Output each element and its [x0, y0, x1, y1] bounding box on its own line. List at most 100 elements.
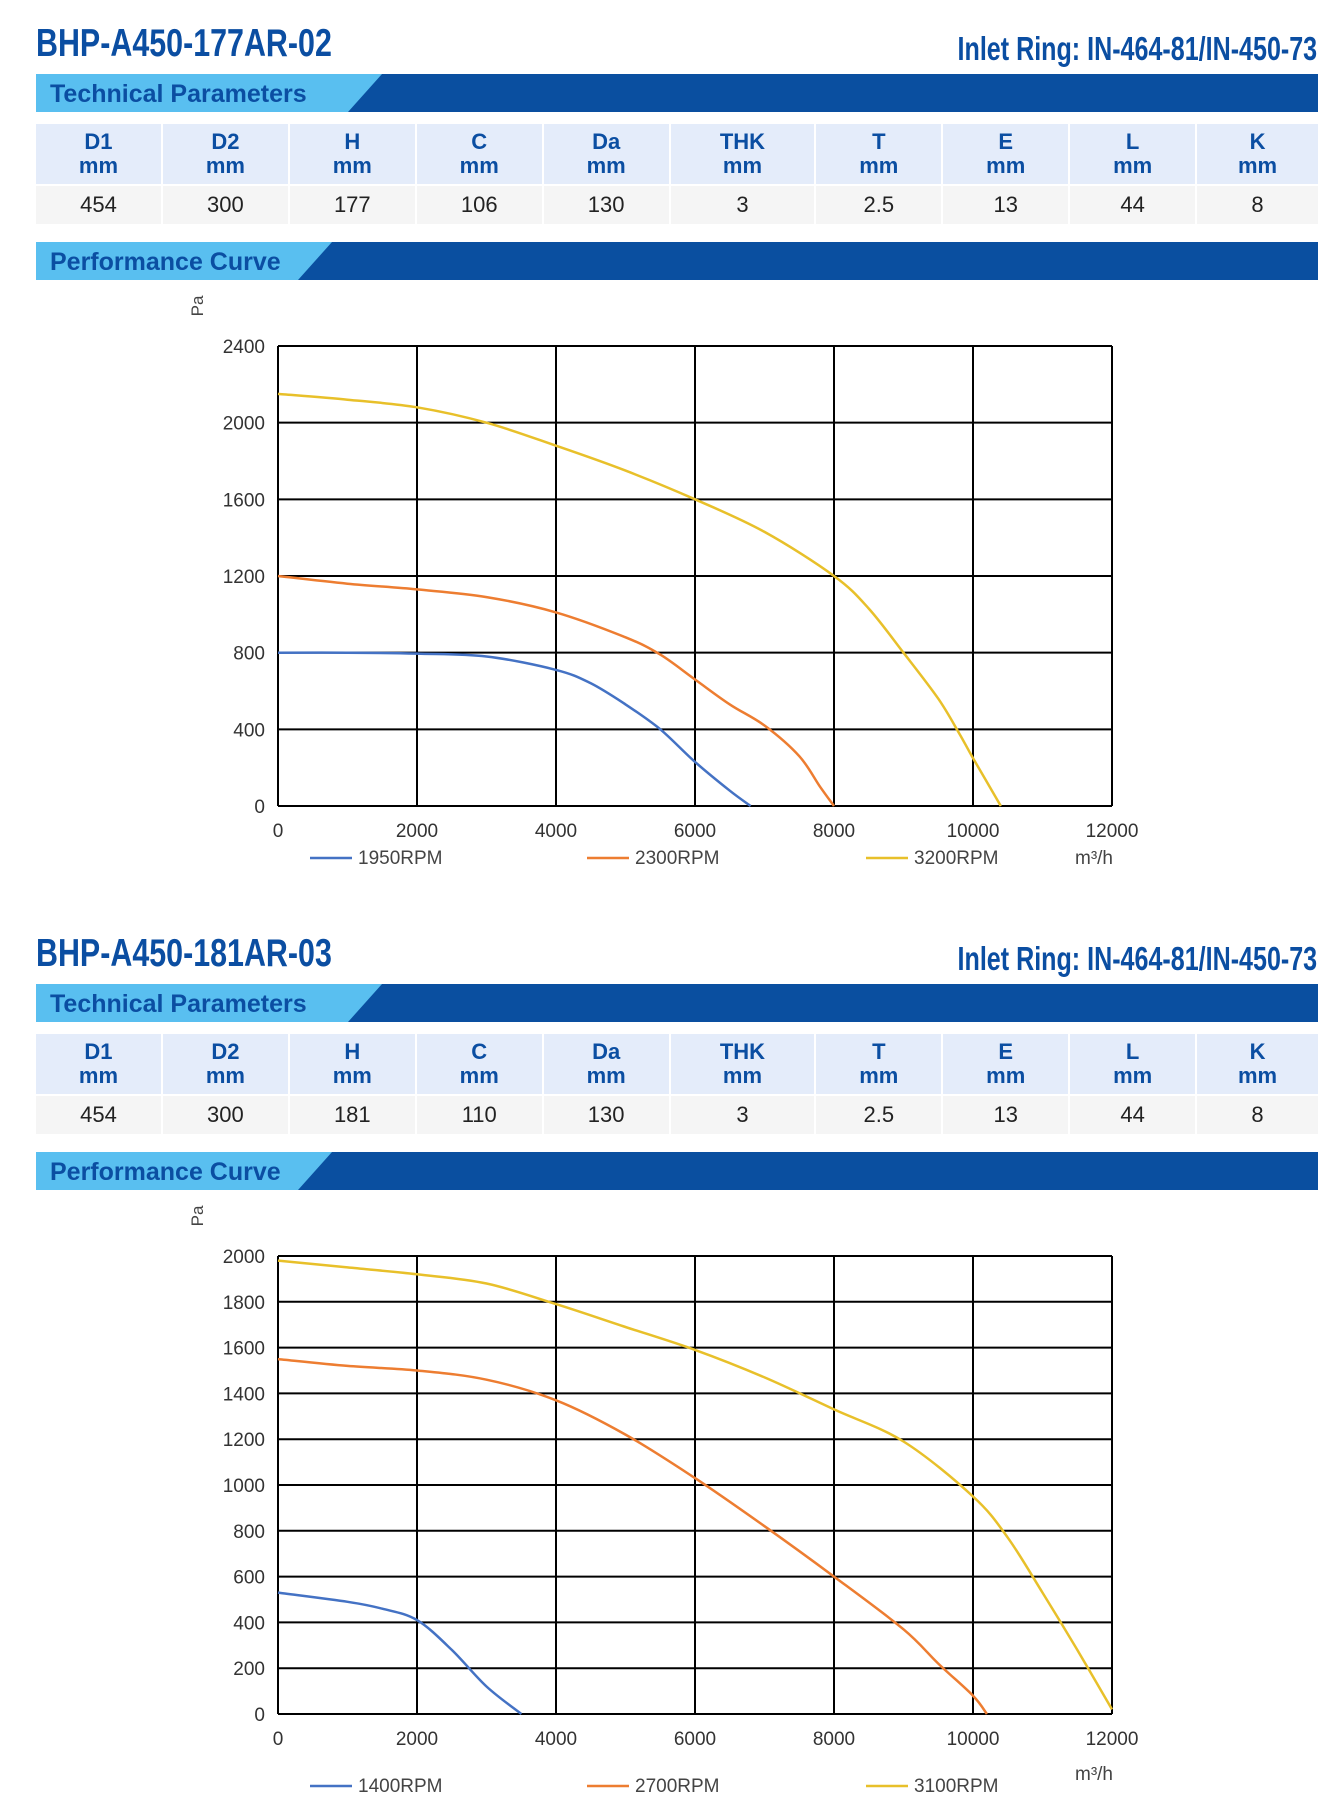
performance-chart-2: Pa 0 200 400 600 800 1000 1200 1400 1600 1800 2000 0…	[0, 1194, 1341, 1814]
x-tick-label: 8000	[813, 1729, 855, 1750]
legend-label: 1400RPM	[358, 1776, 443, 1797]
param-value: 2.5	[816, 1094, 944, 1134]
series-line-3200RPM	[277, 392, 1002, 807]
param-value: 110	[416, 1094, 544, 1134]
y-tick-label: 1800	[223, 1293, 265, 1314]
param-header: Da mm	[543, 124, 671, 184]
x-tick-label: 4000	[535, 1729, 577, 1750]
x-axis-unit: m³/h	[1075, 848, 1113, 869]
product-section-2: BHP-A450-181AR-03 Inlet Ring: IN-464-81/…	[0, 910, 1341, 1810]
x-tick-label: 2000	[396, 1729, 438, 1750]
param-header: D2 mm	[162, 124, 290, 184]
param-value: 454	[36, 1094, 163, 1134]
x-tick-label: 12000	[1086, 821, 1139, 842]
y-tick-label: 800	[233, 1522, 265, 1543]
y-tick-label: 1000	[223, 1476, 265, 1497]
technical-parameters-banner: Technical Parameters	[36, 984, 1318, 1022]
y-tick-label: 1200	[223, 567, 265, 588]
y-tick-label: 600	[233, 1568, 265, 1589]
y-axis-label: Pa	[188, 1205, 207, 1226]
y-tick-label: 800	[233, 644, 265, 665]
param-value: 300	[162, 184, 290, 224]
performance-chart-svg: Pa 0 200 400 600 800 1000 1200 1400 1600 1800 2000 0…	[188, 1205, 1139, 1797]
x-tick-label: 6000	[674, 1729, 716, 1750]
series-line-2300RPM	[277, 574, 836, 807]
param-value: 44	[1070, 184, 1198, 224]
param-header: Da mm	[543, 1034, 671, 1094]
product-section-1: BHP-A450-177AR-02 Inlet Ring: IN-464-81/…	[0, 0, 1341, 900]
performance-chart-1: Pa 0 400 800 1200 1600 2000 2400 0 2000 4000 6000 80…	[0, 284, 1341, 884]
performance-curve-title: Performance Curve	[50, 248, 281, 276]
param-value: 300	[162, 1094, 290, 1134]
y-tick-label: 400	[233, 1613, 265, 1634]
model-title: BHP-A450-181AR-03	[36, 932, 332, 975]
legend-label: 3100RPM	[914, 1776, 999, 1797]
inlet-ring-label: Inlet Ring: IN-464-81/IN-450-73	[957, 30, 1317, 67]
inlet-ring-label: Inlet Ring: IN-464-81/IN-450-73	[957, 940, 1317, 977]
y-tick-label: 0	[254, 797, 265, 818]
parameters-value-row: 454 300 177 106 130 3 2.5 13 44 8	[36, 184, 1318, 224]
param-header: D2 mm	[162, 1034, 290, 1094]
y-tick-label: 1600	[223, 1339, 265, 1360]
performance-curve-title: Performance Curve	[50, 1158, 281, 1186]
technical-parameters-title: Technical Parameters	[50, 990, 307, 1018]
x-tick-label: 6000	[674, 821, 716, 842]
y-tick-label: 2000	[223, 1247, 265, 1268]
y-tick-label: 1600	[223, 490, 265, 511]
param-value: 13	[943, 184, 1071, 224]
param-value: 106	[416, 184, 544, 224]
performance-chart-svg: Pa 0 400 800 1200 1600 2000 2400 0 2000 4000 6000 80…	[188, 295, 1139, 869]
param-value: 3	[670, 184, 817, 224]
x-tick-label: 2000	[396, 821, 438, 842]
legend-label: 3200RPM	[914, 848, 999, 869]
series-line-1400RPM	[277, 1591, 523, 1715]
param-header: THK mm	[670, 1034, 817, 1094]
technical-parameters-title: Technical Parameters	[50, 80, 307, 108]
param-value: 177	[289, 184, 417, 224]
param-header: D1 mm	[36, 1034, 163, 1094]
x-tick-label: 8000	[813, 821, 855, 842]
x-tick-label: 10000	[947, 821, 1000, 842]
series-line-3100RPM	[277, 1259, 1114, 1711]
y-tick-label: 1200	[223, 1430, 265, 1451]
performance-curve-banner: Performance Curve	[36, 242, 1318, 280]
parameters-value-row: 454 300 181 110 130 3 2.5 13 44 8	[36, 1094, 1318, 1134]
y-tick-label: 0	[254, 1705, 265, 1726]
x-tick-label: 4000	[535, 821, 577, 842]
performance-curve-banner: Performance Curve	[36, 1152, 1318, 1190]
param-value: 8	[1197, 184, 1318, 224]
legend-label: 1950RPM	[358, 848, 443, 869]
y-axis-label: Pa	[188, 295, 207, 316]
y-tick-label: 2400	[223, 337, 265, 358]
y-tick-label: 400	[233, 720, 265, 741]
x-axis-unit: m³/h	[1075, 1764, 1113, 1785]
series-line-2700RPM	[277, 1357, 988, 1715]
y-tick-label: 200	[233, 1659, 265, 1680]
x-tick-label: 10000	[947, 1729, 1000, 1750]
y-tick-label: 2000	[223, 414, 265, 435]
x-tick-label: 12000	[1086, 1729, 1139, 1750]
x-tick-label: 0	[273, 821, 284, 842]
param-value: 44	[1070, 1094, 1198, 1134]
series-line-1950RPM	[277, 651, 752, 808]
param-value: 8	[1197, 1094, 1318, 1134]
param-value: 3	[670, 1094, 817, 1134]
technical-parameters-banner: Technical Parameters	[36, 74, 1318, 112]
param-value: 130	[543, 184, 671, 224]
param-header: D1 mm	[36, 124, 163, 184]
param-value: 13	[943, 1094, 1071, 1134]
